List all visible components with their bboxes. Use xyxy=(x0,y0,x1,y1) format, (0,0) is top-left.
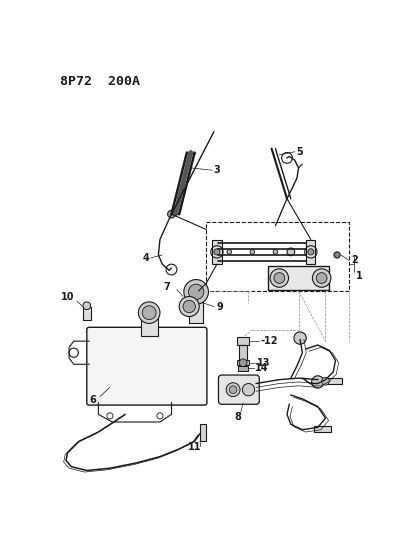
Text: 3: 3 xyxy=(214,165,220,175)
Circle shape xyxy=(287,248,295,256)
Bar xyxy=(306,239,315,264)
Circle shape xyxy=(142,306,156,320)
Circle shape xyxy=(189,284,204,300)
Circle shape xyxy=(243,384,255,396)
Bar xyxy=(237,360,249,365)
Circle shape xyxy=(250,249,255,254)
Circle shape xyxy=(138,302,160,324)
Circle shape xyxy=(270,269,288,287)
Bar xyxy=(189,294,203,322)
Text: 8: 8 xyxy=(235,411,241,422)
Circle shape xyxy=(229,386,237,393)
Text: 2: 2 xyxy=(351,255,357,265)
Circle shape xyxy=(312,269,331,287)
Bar xyxy=(239,345,247,360)
Text: 1: 1 xyxy=(356,271,363,281)
Circle shape xyxy=(83,302,91,310)
Circle shape xyxy=(227,249,231,254)
Bar xyxy=(326,378,342,384)
Circle shape xyxy=(334,252,340,258)
Circle shape xyxy=(214,249,220,255)
Text: 14: 14 xyxy=(256,363,269,373)
Circle shape xyxy=(168,210,175,218)
Circle shape xyxy=(294,332,306,344)
Circle shape xyxy=(226,383,240,397)
FancyBboxPatch shape xyxy=(87,327,207,405)
Circle shape xyxy=(273,249,278,254)
Text: 7: 7 xyxy=(164,282,171,292)
Text: 9: 9 xyxy=(216,302,223,311)
Text: 10: 10 xyxy=(61,292,75,302)
Bar xyxy=(238,366,248,371)
Circle shape xyxy=(183,301,196,313)
Circle shape xyxy=(321,377,329,385)
Text: 5: 5 xyxy=(296,147,303,157)
Bar xyxy=(212,239,222,264)
Text: -12: -12 xyxy=(260,336,278,346)
Bar xyxy=(141,314,157,336)
Bar xyxy=(237,337,249,345)
Bar xyxy=(206,222,348,291)
Circle shape xyxy=(308,249,314,255)
Text: 11: 11 xyxy=(188,442,201,451)
Text: 6: 6 xyxy=(89,395,96,406)
Text: 8P72  200A: 8P72 200A xyxy=(60,75,140,88)
Circle shape xyxy=(274,273,285,284)
Text: 4: 4 xyxy=(143,253,150,263)
Circle shape xyxy=(312,376,324,388)
Bar xyxy=(83,306,91,320)
FancyBboxPatch shape xyxy=(218,375,259,405)
Circle shape xyxy=(239,359,247,367)
Text: 13: 13 xyxy=(257,358,270,368)
Circle shape xyxy=(179,296,199,317)
Circle shape xyxy=(316,273,327,284)
Bar xyxy=(268,265,329,290)
Circle shape xyxy=(184,280,209,304)
Bar xyxy=(200,424,206,441)
Bar xyxy=(314,426,331,432)
